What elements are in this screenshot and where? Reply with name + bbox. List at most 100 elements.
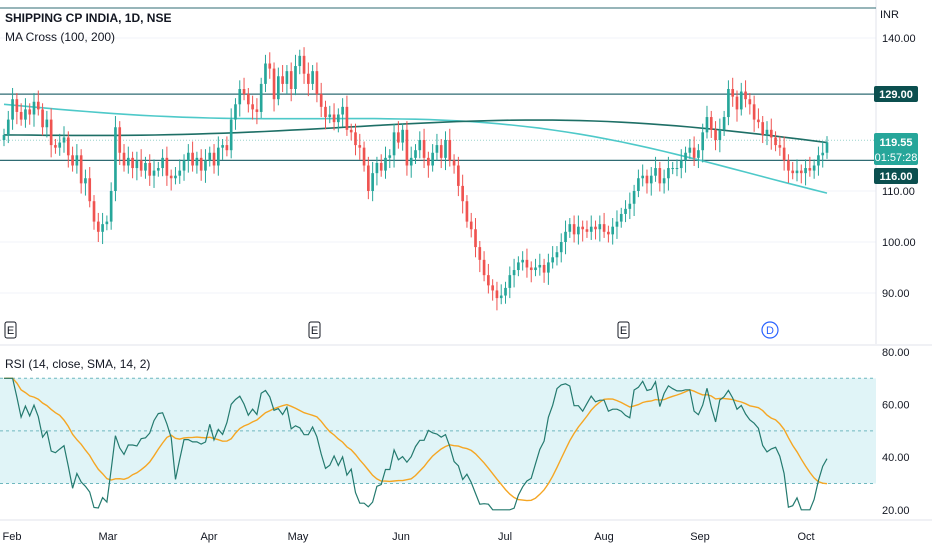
candle (238, 80, 242, 117)
candle (272, 62, 276, 112)
candle (491, 279, 494, 301)
candle (242, 77, 246, 101)
candle (465, 195, 469, 228)
candle (358, 133, 362, 160)
candle (311, 65, 314, 91)
candle (564, 220, 567, 255)
ma-100-line[interactable] (3, 119, 828, 144)
candle (36, 90, 40, 116)
candle (718, 118, 722, 153)
candle (637, 169, 640, 198)
candle (439, 138, 443, 169)
candle (607, 225, 610, 243)
candle (615, 210, 619, 239)
candle (534, 258, 537, 277)
candle (41, 103, 44, 136)
candle (495, 281, 499, 311)
candle (435, 133, 439, 161)
candle (165, 146, 169, 186)
earnings-marker[interactable]: E (617, 321, 630, 339)
candle (765, 121, 769, 146)
candle (628, 192, 632, 220)
candle (88, 167, 92, 208)
time-tick-label: Oct (797, 531, 814, 543)
time-tick-label: Sep (690, 531, 710, 543)
candle (302, 47, 306, 84)
candle (538, 253, 542, 276)
time-tick-label: May (288, 531, 309, 543)
candle (109, 182, 113, 230)
candle (349, 123, 353, 141)
candle (32, 93, 36, 127)
candle (388, 149, 392, 169)
rsi-line[interactable] (4, 377, 828, 511)
candle (722, 110, 726, 136)
candle (727, 80, 730, 126)
candle (478, 240, 482, 273)
price-tick-label: 140.00 (882, 33, 916, 45)
symbol-title[interactable]: SHIPPING CP INDIA, 1D, NSE (5, 11, 171, 25)
candle (62, 126, 66, 153)
candle (444, 131, 447, 171)
candle (782, 136, 786, 171)
candle (739, 82, 743, 116)
price-tick-label: 100.00 (882, 237, 916, 249)
candle (195, 151, 199, 174)
candle (337, 108, 340, 133)
candle (264, 54, 267, 93)
candle (58, 133, 62, 156)
time-tick-label: Apr (200, 531, 217, 543)
candle (482, 251, 486, 282)
candle (542, 258, 546, 283)
candle (216, 136, 220, 176)
candle (315, 62, 319, 103)
candle (517, 256, 520, 277)
candle (114, 116, 117, 202)
candle (499, 284, 503, 305)
countdown-timer: 01:57:28 (875, 152, 918, 164)
time-tick-label: Jun (392, 531, 410, 543)
rsi-tick-label: 40.00 (882, 452, 910, 464)
candle (619, 207, 623, 228)
candle (679, 149, 683, 179)
earnings-marker[interactable]: E (308, 321, 321, 339)
candle (791, 161, 795, 180)
grid-lines (0, 37, 876, 294)
candle (418, 131, 422, 159)
candle (225, 136, 229, 157)
candle (234, 98, 237, 130)
candle (521, 251, 524, 271)
ma-cross-label[interactable]: MA Cross (100, 200) (5, 30, 115, 44)
candle (572, 215, 576, 243)
candle (251, 95, 254, 120)
candle (152, 159, 156, 188)
svg-text:D: D (766, 325, 774, 337)
candle (774, 131, 777, 152)
candle (817, 146, 820, 176)
candle (778, 136, 782, 156)
candle (825, 136, 829, 159)
candle (324, 100, 327, 130)
candle (667, 156, 670, 191)
svg-text:119.55: 119.55 (879, 137, 912, 149)
candle (504, 281, 507, 304)
candle (649, 167, 653, 196)
candle (547, 253, 550, 285)
candle (139, 149, 143, 177)
time-tick-label: Feb (3, 531, 22, 543)
candle (697, 144, 700, 169)
candle (405, 121, 409, 176)
earnings-marker[interactable]: E (4, 321, 17, 339)
candle (555, 246, 559, 266)
candle (199, 149, 203, 181)
dividend-marker[interactable]: D (761, 321, 779, 339)
candle (259, 77, 263, 119)
horizontal-levels (0, 93, 876, 161)
rsi-label[interactable]: RSI (14, close, SMA, 14, 2) (5, 357, 150, 371)
candle (427, 151, 430, 178)
candle (748, 93, 752, 115)
support-badge: 116.00 (874, 168, 918, 184)
time-axis[interactable]: Feb Mar Apr May Jun Jul Aug Sep Oct (3, 531, 815, 543)
